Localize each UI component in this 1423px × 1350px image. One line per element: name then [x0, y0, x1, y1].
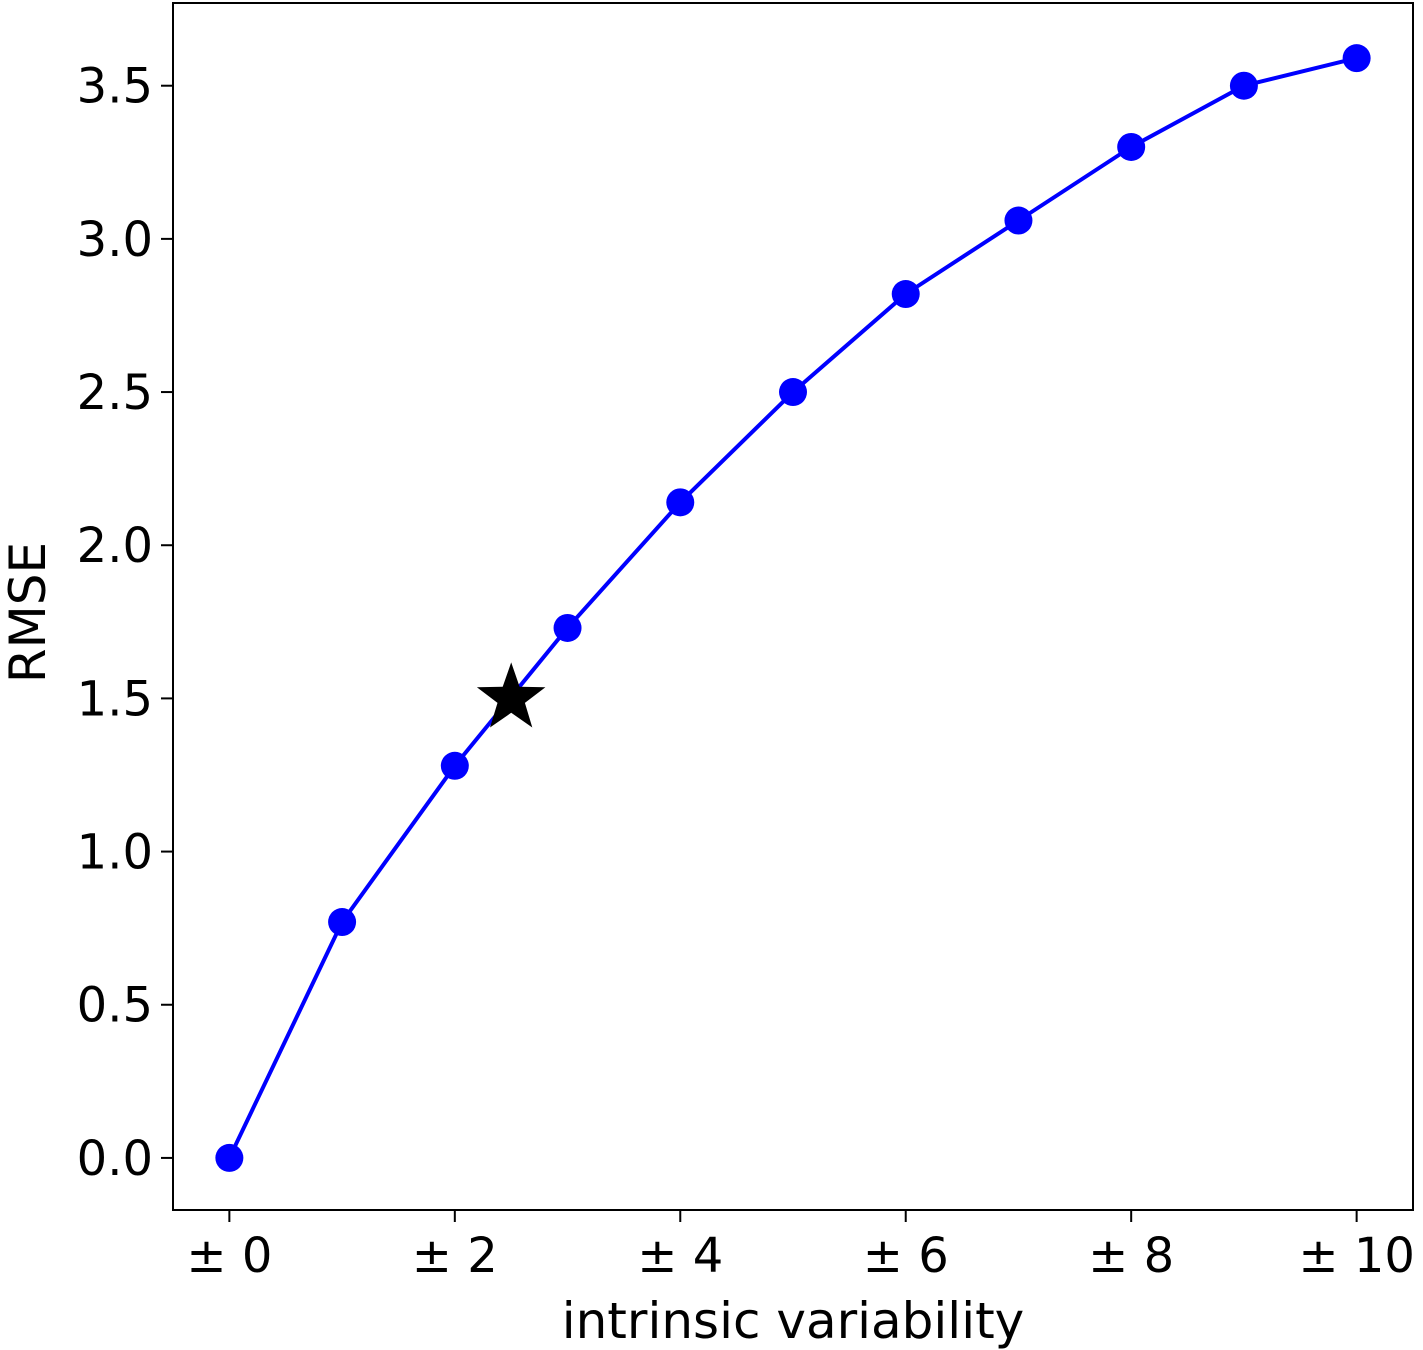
y-tick-label: 3.5	[77, 59, 153, 115]
y-tick-label: 2.0	[77, 518, 153, 574]
data-point	[1117, 132, 1146, 161]
y-axis: 0.0 0.5 1.0 1.5 2.0 2.5 3.0 3.5	[77, 59, 173, 1187]
x-tick-label: ± 2	[412, 1228, 498, 1284]
data-point	[215, 1143, 244, 1172]
data-point	[553, 613, 582, 642]
y-tick-label: 0.0	[77, 1131, 153, 1187]
y-tick-label: 2.5	[77, 365, 153, 421]
data-point	[779, 378, 807, 407]
x-tick-label: ± 10	[1298, 1228, 1415, 1284]
data-point	[891, 280, 920, 309]
x-axis-label: intrinsic variability	[562, 1292, 1025, 1350]
data-point	[666, 488, 695, 517]
star-marker	[476, 662, 546, 728]
plot-frame	[172, 2, 1414, 1211]
x-axis: ± 0 ± 2 ± 4 ± 6 ± 8 ± 10	[186, 1210, 1415, 1284]
y-tick-label: 0.5	[77, 978, 153, 1034]
data-point	[1004, 206, 1033, 235]
y-tick-label: 3.0	[77, 212, 153, 268]
series-line	[227, 56, 1358, 1159]
data-point	[328, 908, 357, 937]
data-point	[1342, 44, 1371, 73]
x-tick-label: ± 0	[186, 1228, 272, 1284]
y-axis-label: RMSE	[0, 542, 57, 683]
plot-marks	[215, 44, 1371, 1172]
y-tick-label: 1.0	[77, 825, 153, 881]
x-tick-label: ± 8	[1088, 1228, 1174, 1284]
data-point	[440, 751, 469, 780]
data-point	[1229, 71, 1258, 100]
x-tick-label: ± 6	[863, 1228, 949, 1284]
y-tick-label: 1.5	[77, 671, 153, 727]
x-tick-label: ± 4	[637, 1228, 723, 1284]
